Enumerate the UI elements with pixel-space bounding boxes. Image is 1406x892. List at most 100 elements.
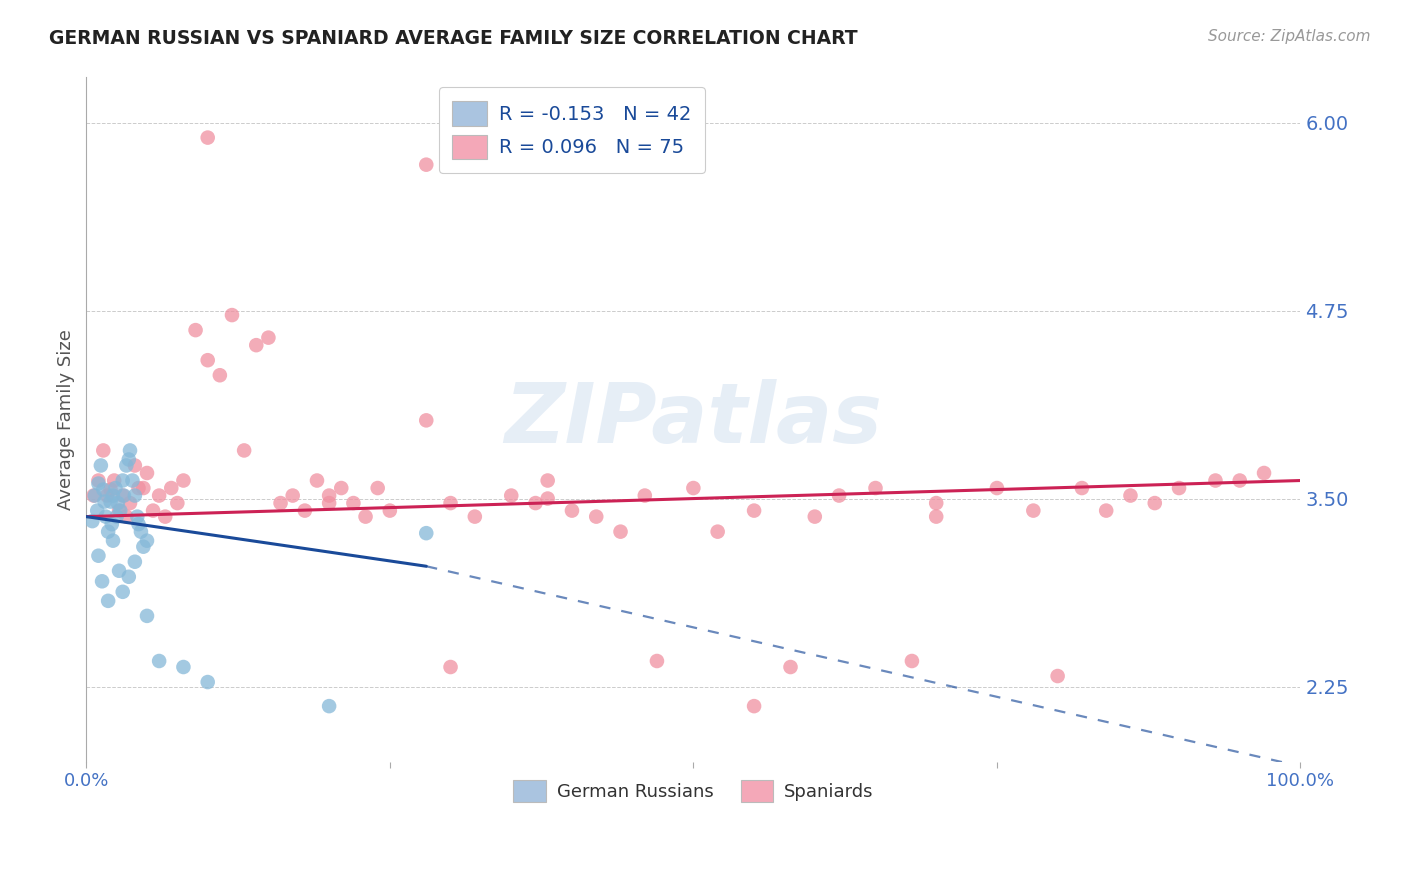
Point [634, 489, 657, 503]
Point [127, 509, 149, 524]
Legend: German Russians, Spaniards: German Russians, Spaniards [501, 767, 886, 814]
Text: GERMAN RUSSIAN VS SPANIARD AVERAGE FAMILY SIZE CORRELATION CHART: GERMAN RUSSIAN VS SPANIARD AVERAGE FAMIL… [49, 29, 858, 48]
Point [111, 474, 134, 488]
Point [804, 509, 827, 524]
Point [118, 452, 141, 467]
Point [645, 654, 668, 668]
Point [464, 509, 486, 524]
Point [148, 654, 170, 668]
Point [415, 158, 437, 172]
Point [129, 524, 152, 539]
Point [97, 594, 120, 608]
Y-axis label: Average Family Size: Average Family Size [58, 329, 75, 510]
Point [925, 509, 948, 524]
Point [112, 489, 135, 503]
Point [83, 489, 105, 503]
Point [257, 331, 280, 345]
Point [108, 564, 131, 578]
Point [91, 483, 114, 497]
Point [124, 458, 146, 473]
Point [124, 489, 146, 503]
Point [865, 481, 887, 495]
Point [103, 474, 125, 488]
Point [1046, 669, 1069, 683]
Point [986, 481, 1008, 495]
Point [101, 489, 124, 503]
Point [91, 443, 114, 458]
Point [354, 509, 377, 524]
Point [318, 699, 340, 714]
Point [537, 474, 560, 488]
Point [270, 496, 292, 510]
Point [110, 503, 132, 517]
Point [828, 489, 851, 503]
Point [87, 549, 110, 563]
Point [281, 489, 304, 503]
Point [585, 509, 607, 524]
Point [1070, 481, 1092, 495]
Point [132, 481, 155, 495]
Point [105, 509, 128, 524]
Point [1143, 496, 1166, 510]
Point [94, 509, 117, 524]
Point [96, 489, 118, 503]
Point [415, 526, 437, 541]
Point [136, 608, 159, 623]
Point [101, 533, 124, 548]
Point [111, 584, 134, 599]
Point [121, 474, 143, 488]
Point [115, 509, 138, 524]
Point [197, 130, 219, 145]
Point [367, 481, 389, 495]
Point [901, 654, 924, 668]
Point [1119, 489, 1142, 503]
Point [87, 476, 110, 491]
Point [1095, 503, 1118, 517]
Point [97, 524, 120, 539]
Point [305, 474, 328, 488]
Point [609, 524, 631, 539]
Point [172, 660, 194, 674]
Point [86, 503, 108, 517]
Point [115, 458, 138, 473]
Point [184, 323, 207, 337]
Point [93, 494, 115, 508]
Point [524, 496, 547, 510]
Point [197, 675, 219, 690]
Point [91, 574, 114, 589]
Point [221, 308, 243, 322]
Point [1022, 503, 1045, 517]
Point [107, 496, 129, 510]
Point [172, 474, 194, 488]
Point [104, 481, 127, 495]
Point [439, 660, 461, 674]
Point [682, 481, 704, 495]
Point [118, 570, 141, 584]
Point [118, 496, 141, 510]
Point [111, 489, 134, 503]
Point [83, 489, 105, 503]
Point [925, 496, 948, 510]
Point [537, 491, 560, 506]
Point [1168, 481, 1191, 495]
Point [779, 660, 801, 674]
Point [197, 353, 219, 368]
Point [128, 517, 150, 532]
Point [330, 481, 353, 495]
Point [415, 413, 437, 427]
Point [318, 489, 340, 503]
Point [245, 338, 267, 352]
Text: Source: ZipAtlas.com: Source: ZipAtlas.com [1208, 29, 1371, 45]
Point [342, 496, 364, 510]
Point [132, 540, 155, 554]
Point [208, 368, 231, 383]
Point [100, 483, 122, 497]
Point [108, 503, 131, 517]
Point [148, 489, 170, 503]
Point [561, 503, 583, 517]
Point [233, 443, 256, 458]
Point [742, 699, 765, 714]
Point [136, 533, 159, 548]
Point [118, 443, 141, 458]
Point [128, 481, 150, 495]
